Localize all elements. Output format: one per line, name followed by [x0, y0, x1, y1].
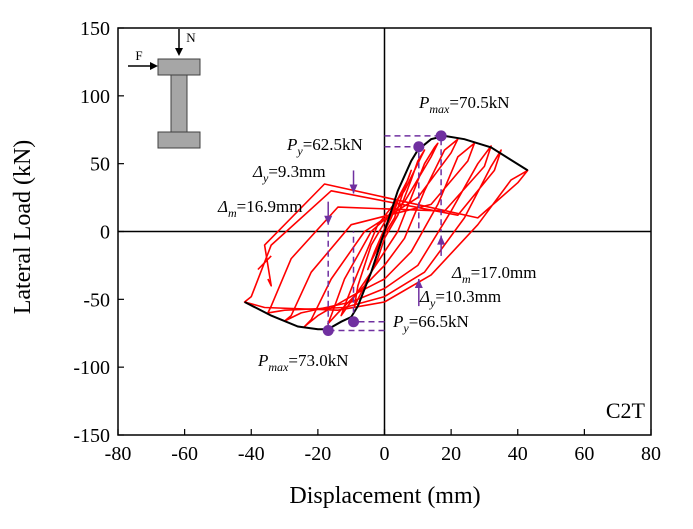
- anno-subscript: y: [296, 144, 303, 158]
- skeleton-negative: [244, 231, 386, 331]
- marker-point-3: [348, 316, 360, 328]
- specimen-schematic: F N: [128, 29, 201, 149]
- hysteresis-loop-10: [263, 169, 529, 303]
- x-tick-label: 60: [574, 443, 594, 465]
- anno-subscript: y: [402, 321, 409, 335]
- anno-symbol: Δ: [217, 197, 228, 216]
- marker-point-4: [322, 325, 334, 337]
- annotation-arrows: [324, 170, 446, 307]
- anno-symbol: Δ: [252, 162, 263, 181]
- anno-subscript: y: [262, 171, 269, 185]
- arrow-head-icon: [414, 278, 423, 288]
- anno-value: =16.9mm: [237, 197, 303, 216]
- x-tick-label: 20: [441, 443, 461, 465]
- marker-point-1: [413, 141, 425, 153]
- anno-value: =62.5kN: [303, 135, 363, 154]
- hysteresis-loop-7: [283, 142, 476, 322]
- y-axis-title: Lateral Load (kN): [10, 140, 36, 315]
- force-arrowhead-icon: [150, 62, 158, 70]
- annotation-pmax-negative: Pmax=73.0kN: [257, 351, 349, 374]
- x-tick-label: 40: [508, 443, 528, 465]
- anno-value: =10.3mm: [435, 287, 501, 306]
- anno-value: =66.5kN: [409, 312, 469, 331]
- anno-symbol: P: [418, 93, 429, 112]
- anno-subscript: y: [429, 296, 436, 310]
- anno-subscript: max: [429, 102, 450, 116]
- guide-line-4: [327, 231, 385, 332]
- annotation-dy-negative: Δy=9.3mm: [252, 162, 326, 185]
- x-tick-label: 80: [641, 443, 661, 465]
- y-tick-label: 50: [90, 154, 110, 176]
- x-tick-label: -60: [171, 443, 198, 465]
- anno-symbol: P: [392, 312, 403, 331]
- arrow-head-icon: [437, 235, 446, 245]
- force-label: F: [135, 48, 142, 63]
- schematic-top-flange: [157, 58, 201, 76]
- x-tick-label: -20: [305, 443, 332, 465]
- anno-value: =17.0mm: [471, 263, 537, 282]
- annotation-py-negative: Py=66.5kN: [392, 312, 469, 335]
- anno-symbol: P: [257, 351, 268, 370]
- anno-symbol: Δ: [419, 287, 430, 306]
- marker-point-2: [435, 130, 447, 142]
- annotation-dm-negative: Δm=16.9mm: [217, 197, 302, 220]
- schematic-web: [170, 74, 188, 133]
- axial-label: N: [186, 30, 196, 45]
- x-tick-label: 0: [380, 443, 390, 465]
- panel-label: C2T: [606, 398, 646, 423]
- y-tick-label: -100: [73, 357, 110, 379]
- y-tick-label: 100: [80, 86, 110, 108]
- axis-ticks: -80 -60 -40 -20 0 20 40 60 80 -150 -100 -50 0 50 100 15…: [73, 18, 661, 465]
- schematic-bottom-flange: [157, 131, 201, 149]
- axial-arrowhead-icon: [175, 48, 183, 56]
- anno-value: =9.3mm: [268, 162, 325, 181]
- x-tick-label: -80: [105, 443, 132, 465]
- x-tick-label: -40: [238, 443, 265, 465]
- anno-value: =73.0kN: [288, 351, 348, 370]
- y-tick-label: -50: [83, 289, 110, 311]
- anno-symbol: P: [286, 135, 297, 154]
- skeleton-positive: [383, 134, 529, 232]
- hysteresis-curves: [243, 138, 529, 328]
- anno-subscript: m: [228, 206, 237, 220]
- anno-subscript: max: [268, 360, 289, 374]
- x-axis-title: Displacement (mm): [289, 483, 480, 509]
- annotation-pmax-positive: Pmax=70.5kN: [418, 93, 510, 116]
- skeleton-curve: [244, 134, 529, 331]
- y-tick-label: -150: [73, 425, 110, 447]
- arrow-head-icon: [324, 215, 333, 225]
- guide-line-2: [384, 135, 442, 232]
- anno-value: =70.5kN: [449, 93, 509, 112]
- annotation-dy-positive: Δy=10.3mm: [419, 287, 501, 310]
- hysteresis-tail: [257, 255, 272, 271]
- annotation-py-positive: Py=62.5kN: [286, 135, 363, 158]
- arrow-head-icon: [349, 184, 358, 194]
- y-tick-label: 0: [100, 222, 110, 244]
- annotation-dm-positive: Δm=17.0mm: [451, 263, 536, 286]
- characteristic-points: [322, 130, 447, 337]
- y-tick-label: 150: [80, 18, 110, 40]
- anno-symbol: Δ: [451, 263, 462, 282]
- anno-subscript: m: [462, 272, 471, 286]
